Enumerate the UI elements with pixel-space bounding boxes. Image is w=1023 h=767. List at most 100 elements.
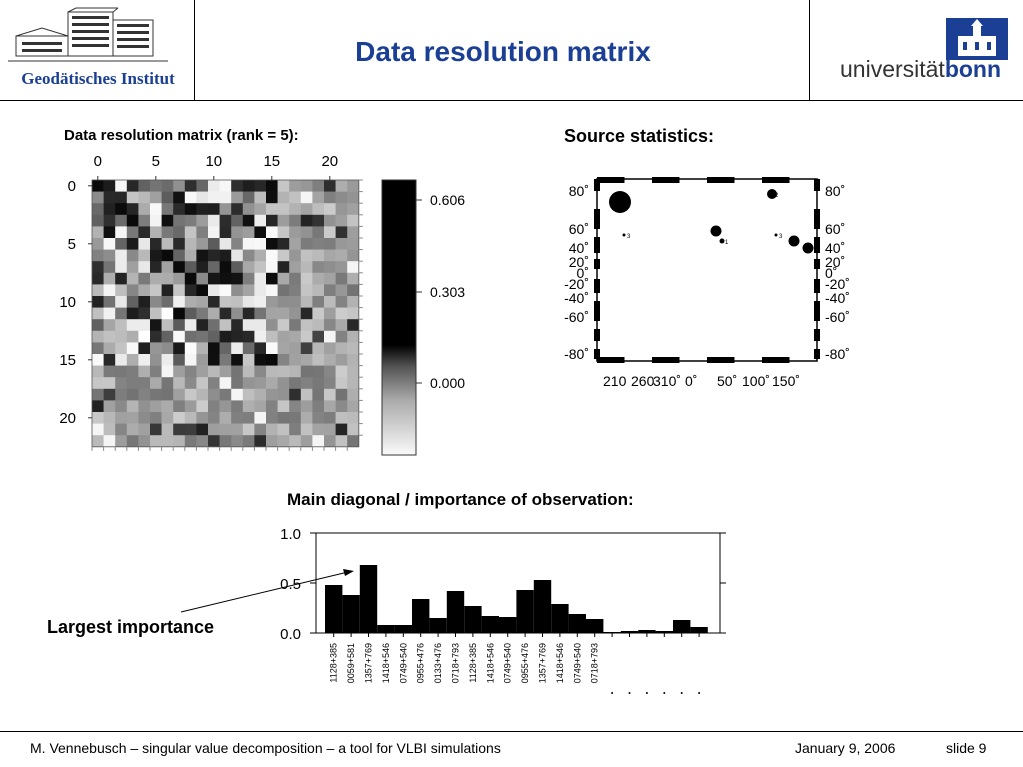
matrix-cell [126,296,139,308]
matrix-cell [92,214,104,227]
matrix-cell [196,272,209,285]
matrix-cell [335,365,348,378]
matrix-cell [231,342,244,355]
source-marker [609,191,631,213]
source-map-chart: 80˚60˚40˚20˚0˚-20˚-40˚-60˚-80˚80˚60˚40˚2… [564,177,850,389]
matrix-cell [335,180,348,192]
matrix-cell [300,423,313,436]
matrix-cell [312,180,325,192]
matrix-cell [208,354,220,366]
map-lat-label-right: 20˚ [825,254,845,270]
matrix-cell [266,400,278,413]
matrix-cell [161,307,174,320]
matrix-cell [126,330,139,343]
matrix-cell [115,354,128,366]
matrix-cell [335,203,348,216]
matrix-x-tick-label: 0 [94,153,102,170]
source-marker-label: 3 [627,234,631,240]
matrix-cell [103,214,116,227]
matrix-cell [312,307,325,320]
map-border-segment [707,357,735,363]
source-marker [774,233,778,237]
matrix-x-tick-label: 15 [263,153,280,170]
matrix-title: Data resolution matrix (rank = 5): [64,127,299,144]
matrix-cell [289,330,302,343]
importance-bar [516,590,534,633]
matrix-cell [92,342,104,355]
matrix-cell [184,180,197,192]
matrix-cell [138,238,151,250]
matrix-cell [335,412,348,424]
matrix-cell [138,423,151,436]
matrix-cell [150,203,162,216]
matrix-cell [150,226,162,239]
matrix-cell [277,226,290,239]
matrix-cell [219,214,232,227]
geodetic-institute-logo: Geodätisches Institut [8,6,188,96]
map-lon-label: 210 [603,373,627,389]
matrix-cell [347,365,360,378]
matrix-cell [231,377,244,390]
matrix-cell [208,203,220,216]
matrix-cell [347,191,360,204]
matrix-cell [277,284,290,297]
colorbar [381,179,417,456]
map-border-segment [814,279,820,293]
matrix-cell [184,249,197,262]
matrix-cell [312,388,325,401]
matrix-cell [242,365,255,378]
map-lat-label-left: -80˚ [564,346,589,362]
source-marker [719,238,725,244]
matrix-cell [335,226,348,239]
matrix-cell [242,435,255,448]
matrix-cell [219,365,232,378]
map-lat-label-right: 0˚ [825,265,837,281]
institute-name: Geodätisches Institut [21,69,175,88]
matrix-cell [219,319,232,332]
matrix-cell [184,319,197,332]
matrix-cell [289,249,302,262]
matrix-cell [300,249,313,262]
matrix-cell [138,330,151,343]
map-border-segment [814,349,820,359]
matrix-cell [324,342,336,355]
importance-bar [690,627,708,633]
matrix-cell [208,423,220,436]
matrix-cell [231,261,244,274]
matrix-cell [335,377,348,390]
matrix-cell [196,342,209,355]
matrix-cell [277,400,290,413]
matrix-cell [196,238,209,250]
matrix-cell [324,272,336,285]
source-marker [802,242,814,254]
matrix-cell [219,435,232,448]
matrix-cell [208,342,220,355]
matrix-cell [115,319,128,332]
slide-header: Geodätisches Institut Data resolution ma… [0,0,1023,101]
bar-x-tick-dot [698,692,701,694]
importance-bar [446,591,465,633]
matrix-cell [92,365,104,378]
matrix-cell [103,342,116,355]
matrix-cell [324,180,336,192]
matrix-cell [231,191,244,204]
slide-footer: M. Vennebusch – singular value decomposi… [0,731,1023,767]
matrix-cell [196,180,209,192]
matrix-cell [161,214,174,227]
matrix-cell [254,180,267,192]
matrix-cell [277,238,290,250]
matrix-cell [150,261,162,274]
matrix-cell [126,261,139,274]
matrix-cell [115,435,128,448]
matrix-cell [231,249,244,262]
matrix-cell [335,388,348,401]
source-marker [622,233,626,237]
matrix-cell [161,435,174,448]
matrix-cell [150,377,162,390]
matrix-cell [231,412,244,424]
matrix-cell [219,238,232,250]
matrix-cell [92,412,104,424]
resolution-matrix-chart: 0 5 10 15 20 0 5 10 15 20 0.606 0.303 0.000 [59,153,465,456]
matrix-cell [115,191,128,204]
matrix-y-tick-label: 10 [59,294,76,311]
